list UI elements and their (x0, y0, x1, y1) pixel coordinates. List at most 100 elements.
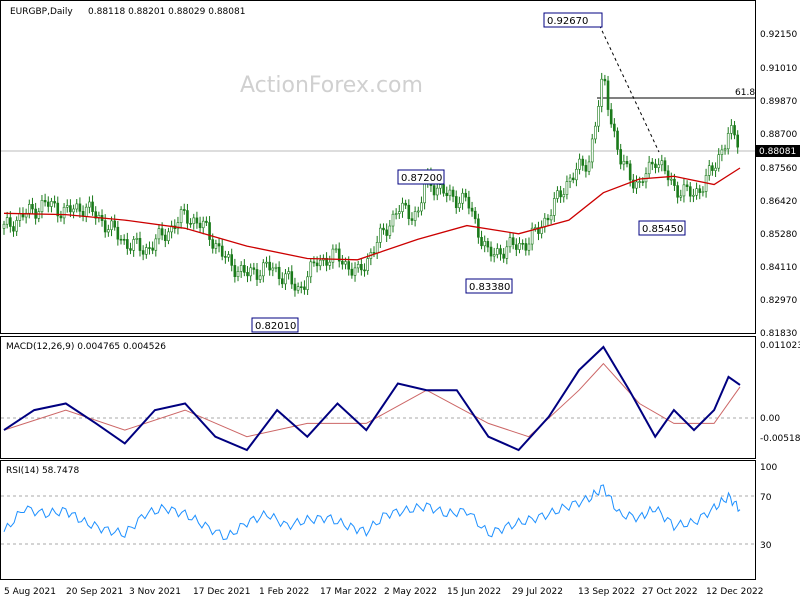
rsi-tick: 70 (760, 493, 772, 503)
candle-body (692, 194, 695, 197)
candle-body (62, 206, 66, 219)
candle-body (496, 248, 499, 255)
candle-body (350, 268, 354, 276)
candle-body (388, 225, 392, 236)
candle-body (549, 215, 553, 221)
candle-body (660, 160, 664, 166)
candle-body (521, 243, 524, 245)
candle-body (382, 227, 385, 231)
date-tick: 17 Dec 2021 (193, 587, 251, 597)
candle-body (379, 227, 382, 243)
candle-body (262, 262, 265, 277)
candle-body (688, 186, 692, 197)
candle-body (186, 210, 189, 224)
candle-body (451, 189, 455, 197)
candle-body (290, 271, 294, 285)
candle-body (714, 167, 717, 171)
candle-body (176, 222, 180, 230)
candle-body (502, 253, 505, 259)
candle-body (600, 78, 604, 107)
candle-body (116, 226, 120, 240)
candle-body (546, 217, 550, 221)
price-tick: 0.87560 (760, 164, 797, 174)
candle-body (205, 220, 208, 223)
candle-body (195, 217, 199, 224)
candle-body (220, 245, 224, 257)
candle-body (483, 241, 487, 247)
candle-body (258, 275, 262, 280)
candle-body (53, 201, 56, 204)
annotation-box (465, 278, 513, 294)
annotation-nov-low: 0.85450 (638, 220, 686, 236)
macd-signal-line (3, 362, 741, 438)
candle-body (88, 201, 91, 208)
candle-body (230, 254, 233, 266)
candle-body (530, 227, 534, 245)
date-tick: 20 Sep 2021 (66, 587, 123, 597)
candle-body (609, 109, 613, 125)
price-tick: 0.86420 (760, 197, 797, 207)
candle-body (565, 181, 569, 195)
candle-body (508, 237, 512, 248)
candle-body (157, 228, 161, 240)
candle-body (138, 238, 142, 251)
candle-body (587, 161, 591, 172)
candle-body (50, 201, 53, 207)
candle-body (711, 165, 714, 171)
candle-body (303, 286, 306, 290)
candle-body (325, 257, 328, 266)
candle-body (287, 271, 290, 275)
candle-body (198, 222, 202, 229)
candle-body (458, 202, 461, 209)
candle-body (511, 237, 515, 245)
candle-body (597, 106, 600, 127)
candle-body (56, 202, 60, 217)
candle-body (179, 209, 183, 223)
date-tick: 13 Sep 2022 (578, 587, 635, 597)
date-axis: 5 Aug 2021 20 Sep 2021 3 Nov 2021 17 Dec… (4, 587, 764, 597)
candle-body (103, 220, 107, 233)
candle-body (27, 204, 31, 214)
candle-body (651, 161, 654, 165)
annotation-box (397, 169, 445, 185)
macd-tick: 0.011023 (760, 341, 800, 351)
candle-body (154, 238, 158, 251)
candle-body (15, 220, 18, 232)
candle-body (334, 248, 338, 251)
candle-body (543, 217, 547, 228)
candle-body (43, 200, 47, 203)
candle-body (360, 264, 363, 271)
candle-body (312, 261, 316, 264)
candle-body (568, 177, 572, 182)
candle-body (227, 254, 230, 258)
date-tick: 1 Feb 2022 (259, 587, 309, 597)
candle-body (40, 200, 44, 213)
candle-body (606, 80, 610, 110)
candle-body (110, 220, 113, 230)
candle-body (435, 187, 439, 196)
candle-body (717, 154, 721, 169)
candle-body (499, 248, 502, 255)
candle-body (638, 181, 641, 183)
candle-body (461, 192, 464, 204)
candle-body (341, 260, 344, 265)
candle-body (394, 213, 398, 215)
rsi-tick: 30 (760, 541, 772, 551)
candle-body (151, 247, 154, 251)
date-tick: 12 Dec 2022 (706, 587, 764, 597)
date-tick: 2 May 2022 (384, 587, 437, 597)
candle-body (37, 211, 41, 219)
candle-body (268, 261, 271, 271)
candle-body (432, 185, 436, 196)
annotation-box (251, 317, 299, 333)
annotation-may-high: 0.87200 (397, 169, 445, 185)
candle-body (372, 252, 376, 254)
candle-body (353, 267, 357, 276)
candle-body (657, 164, 660, 168)
annotation-high: 0.92670 (543, 12, 603, 28)
candle-body (59, 215, 63, 219)
trendline (596, 19, 660, 153)
candle-body (167, 231, 170, 241)
candle-body (69, 205, 72, 213)
macd-tick: 0.00 (760, 414, 780, 424)
